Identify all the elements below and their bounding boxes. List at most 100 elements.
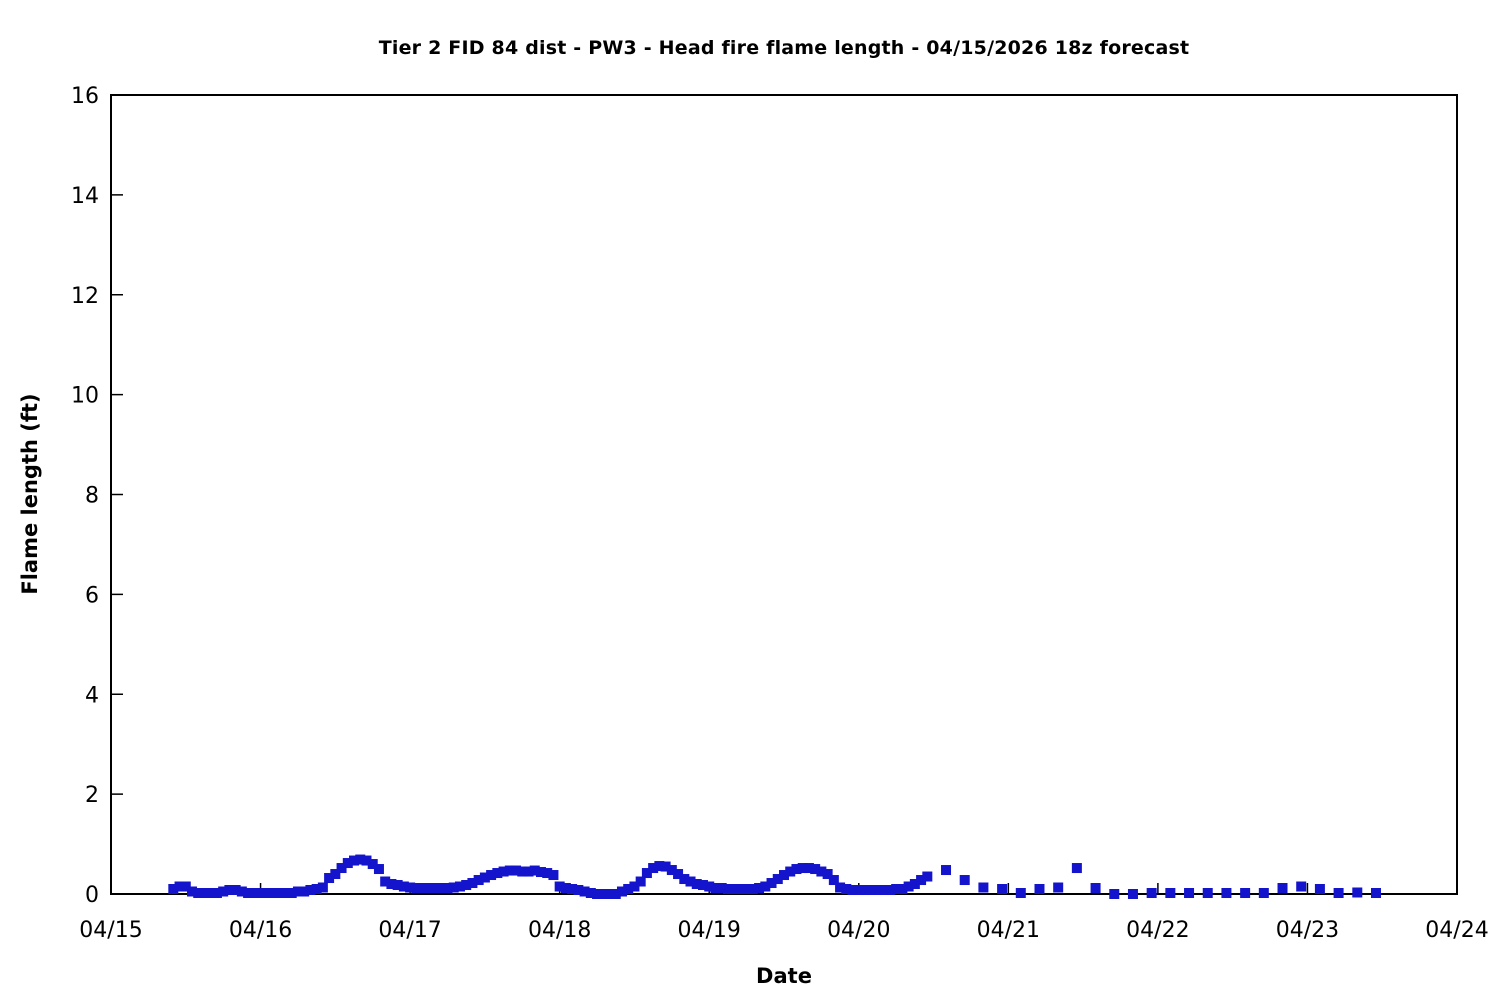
data-point-marker xyxy=(585,888,596,899)
data-point-marker xyxy=(710,883,721,894)
data-point-marker xyxy=(641,868,652,879)
chart-title: Tier 2 FID 84 dist - PW3 - Head fire fla… xyxy=(378,37,1190,59)
data-point-marker xyxy=(187,886,198,897)
data-point-marker xyxy=(243,888,254,899)
data-point-marker xyxy=(673,869,684,880)
x-axis-label: Date xyxy=(756,964,812,988)
data-point-marker xyxy=(498,866,509,877)
data-point-marker xyxy=(884,885,895,896)
data-point-marker xyxy=(479,872,490,883)
data-point-marker xyxy=(660,861,671,872)
data-point-marker xyxy=(330,869,341,880)
data-point-marker xyxy=(853,885,864,896)
data-point-marker xyxy=(803,863,814,874)
data-point-marker xyxy=(766,878,777,889)
data-point-marker xyxy=(754,883,765,894)
data-point-marker xyxy=(398,881,409,892)
x-tick-label: 04/18 xyxy=(528,918,591,943)
data-point-marker xyxy=(386,879,397,890)
data-point-marker xyxy=(299,886,310,897)
data-point-marker xyxy=(336,863,347,874)
y-tick-label: 10 xyxy=(71,384,99,409)
data-point-marker xyxy=(604,889,615,899)
data-point-marker xyxy=(554,881,565,892)
data-point-marker xyxy=(380,876,391,887)
data-point-marker xyxy=(704,881,715,892)
data-point-marker xyxy=(598,889,609,899)
data-point-marker xyxy=(211,888,222,899)
data-point-marker xyxy=(560,883,571,894)
data-point-marker xyxy=(523,866,534,877)
data-point-marker xyxy=(654,861,665,872)
data-point-marker xyxy=(916,875,927,886)
data-point-marker xyxy=(373,864,384,875)
data-point-marker xyxy=(454,881,465,892)
data-point-marker xyxy=(1127,889,1138,899)
data-point-marker xyxy=(224,885,235,896)
data-point-marker xyxy=(772,874,783,885)
data-point-marker xyxy=(280,888,291,899)
data-point-marker xyxy=(785,866,796,877)
data-point-marker xyxy=(629,881,640,892)
data-point-marker xyxy=(1184,888,1195,899)
x-tick-label: 04/22 xyxy=(1126,918,1189,943)
data-point-marker xyxy=(1277,883,1288,894)
data-point-marker xyxy=(205,888,216,899)
data-point-marker xyxy=(405,882,416,893)
data-point-marker xyxy=(292,886,303,897)
data-point-marker xyxy=(579,886,590,897)
data-point-marker xyxy=(492,868,503,879)
data-point-marker xyxy=(1165,888,1176,899)
data-point-marker xyxy=(897,884,908,895)
data-point-marker xyxy=(467,878,478,889)
data-point-marker xyxy=(828,875,839,886)
data-point-marker xyxy=(978,882,989,893)
data-point-marker xyxy=(722,884,733,895)
data-point-marker xyxy=(193,888,204,899)
data-point-marker xyxy=(423,883,434,894)
data-point-marker xyxy=(841,884,852,895)
data-point-marker xyxy=(922,871,933,882)
data-point-marker xyxy=(1296,881,1307,892)
x-tick-label: 04/24 xyxy=(1425,918,1488,943)
data-point-marker xyxy=(448,882,459,893)
data-point-marker xyxy=(249,888,260,899)
data-point-marker xyxy=(891,884,902,895)
data-point-marker xyxy=(847,885,858,896)
data-point-marker xyxy=(1146,888,1157,899)
data-point-marker xyxy=(729,884,740,895)
data-point-marker xyxy=(255,888,266,899)
data-point-marker xyxy=(174,881,185,892)
data-point-marker xyxy=(367,859,378,870)
data-point-marker xyxy=(342,858,353,869)
x-tick-label: 04/23 xyxy=(1276,918,1339,943)
data-point-marker xyxy=(822,869,833,880)
x-tick-label: 04/19 xyxy=(678,918,741,943)
data-point-marker xyxy=(878,885,889,896)
data-point-marker xyxy=(1333,888,1344,899)
data-point-marker xyxy=(168,884,179,895)
data-point-marker xyxy=(697,880,708,891)
data-point-marker xyxy=(997,884,1008,895)
y-tick-label: 8 xyxy=(85,484,99,509)
data-point-marker xyxy=(810,864,821,875)
data-point-marker xyxy=(1053,882,1064,893)
data-point-marker xyxy=(361,855,372,866)
data-point-marker xyxy=(1034,884,1045,895)
data-point-marker xyxy=(517,866,528,877)
data-point-marker xyxy=(324,873,335,884)
data-point-marker xyxy=(268,888,279,899)
y-tick-label: 12 xyxy=(71,284,99,309)
data-point-marker xyxy=(1370,888,1381,899)
x-tick-label: 04/17 xyxy=(378,918,441,943)
data-point-marker xyxy=(716,883,727,894)
y-tick-label: 4 xyxy=(85,683,99,708)
data-point-marker xyxy=(623,884,634,895)
data-point-marker xyxy=(529,865,540,876)
data-point-marker xyxy=(610,889,621,899)
data-point-marker xyxy=(760,881,771,892)
x-tick-label: 04/20 xyxy=(827,918,890,943)
data-point-marker xyxy=(835,882,846,893)
